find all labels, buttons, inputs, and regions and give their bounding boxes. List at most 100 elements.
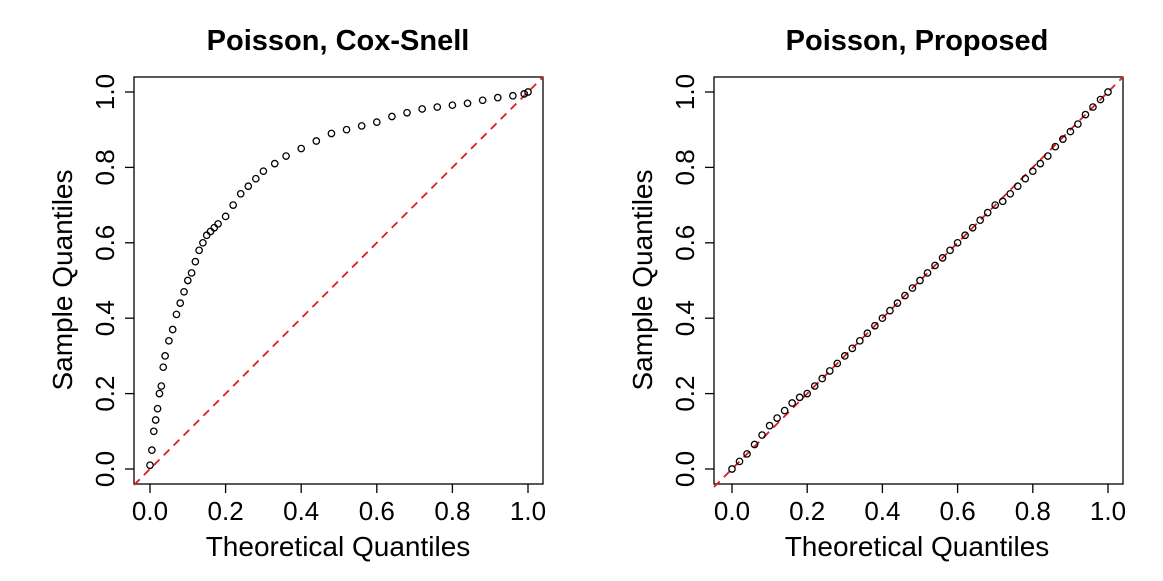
data-point (773, 414, 781, 422)
points-layer (728, 88, 1112, 473)
data-point (1043, 152, 1052, 160)
x-tick-label: 0.0 (132, 496, 168, 526)
data-point (901, 291, 909, 300)
plot-frame (713, 76, 1124, 485)
panel-proposed: Poisson, Proposed 0.0 0.2 0.4 0.6 0.8 1.0 0.0… (627, 25, 1126, 562)
data-point (728, 465, 736, 473)
data-point (765, 421, 774, 430)
y-tick-label: 0.4 (670, 300, 700, 336)
data-point (968, 223, 977, 232)
x-axis: 0.0 0.2 0.4 0.6 0.8 1.0 (714, 484, 1126, 526)
y-tick-label: 1.0 (90, 74, 120, 110)
data-point (938, 254, 947, 262)
data-point (1081, 110, 1090, 119)
reference-line-layer (133, 76, 544, 486)
reference-line (133, 76, 544, 486)
data-point (161, 352, 169, 360)
y-axis: 0.0 0.2 0.4 0.6 0.8 1.0 (90, 74, 134, 487)
data-point (1028, 167, 1037, 176)
data-point (953, 238, 962, 247)
data-point (251, 174, 260, 183)
data-point (931, 261, 939, 270)
data-point (210, 223, 219, 232)
x-tick-label: 0.8 (1015, 496, 1051, 526)
data-point (372, 118, 381, 127)
data-point (1036, 159, 1045, 168)
data-point (818, 374, 827, 383)
data-point (172, 310, 181, 319)
data-point (168, 325, 177, 334)
data-point (758, 431, 766, 439)
data-point (463, 99, 472, 108)
data-point (151, 416, 160, 424)
data-point (871, 321, 879, 330)
x-tick-label: 0.4 (283, 496, 319, 526)
data-point (418, 105, 427, 113)
data-point (403, 108, 411, 117)
data-point (176, 299, 185, 307)
reference-line (713, 76, 1124, 488)
data-point (493, 93, 502, 102)
data-point (735, 457, 744, 466)
data-point (520, 90, 529, 98)
data-point (183, 276, 192, 285)
data-point (1006, 189, 1015, 198)
data-point (159, 363, 168, 372)
data-point (1013, 182, 1022, 191)
data-point (840, 352, 849, 360)
x-tick-label: 0.4 (864, 496, 900, 526)
data-point (388, 112, 396, 121)
data-point (282, 152, 290, 160)
x-axis-label: Theoretical Quantiles (785, 531, 1050, 562)
data-point (976, 216, 985, 225)
data-point (946, 246, 954, 255)
data-point (191, 257, 200, 266)
y-tick-label: 1.0 (670, 74, 700, 110)
data-point (509, 91, 517, 100)
data-point (357, 122, 366, 130)
data-point (236, 189, 245, 198)
panel-cox-snell: Poisson, Cox-Snell 0.0 0.2 0.4 0.6 0.8 1.0 0.… (47, 25, 546, 562)
data-point (153, 404, 162, 413)
reference-line-layer (713, 76, 1124, 488)
data-point (893, 299, 902, 307)
data-point (214, 220, 222, 228)
data-point (923, 269, 932, 277)
data-point (795, 393, 804, 402)
data-point (221, 212, 230, 221)
data-point (146, 461, 154, 470)
data-point (1096, 95, 1105, 104)
data-point (803, 389, 812, 398)
data-point (312, 137, 321, 145)
data-point (1059, 135, 1067, 143)
data-point (1066, 127, 1075, 136)
data-point (195, 246, 203, 255)
data-point (743, 450, 751, 458)
data-point (206, 227, 215, 236)
data-point (259, 167, 268, 176)
y-tick-label: 0.4 (90, 300, 120, 336)
points-layer (146, 88, 532, 470)
data-point (157, 382, 166, 390)
data-point (327, 129, 336, 138)
data-point (916, 276, 924, 285)
x-tick-label: 1.0 (510, 496, 546, 526)
data-point (342, 125, 351, 134)
data-point (155, 389, 164, 398)
data-point (180, 287, 188, 296)
x-tick-label: 0.6 (359, 496, 395, 526)
data-point (855, 336, 864, 345)
data-point (1051, 142, 1060, 151)
panel-title: Poisson, Proposed (786, 25, 1049, 57)
data-point (833, 359, 842, 368)
data-point (199, 238, 207, 247)
data-point (165, 336, 173, 345)
data-point (810, 382, 819, 390)
data-point (908, 284, 917, 292)
data-point (148, 446, 156, 454)
data-point (202, 231, 211, 240)
y-tick-label: 0.8 (90, 149, 120, 185)
data-point (1021, 174, 1030, 183)
data-point (998, 197, 1007, 206)
y-tick-label: 0.8 (670, 149, 700, 185)
